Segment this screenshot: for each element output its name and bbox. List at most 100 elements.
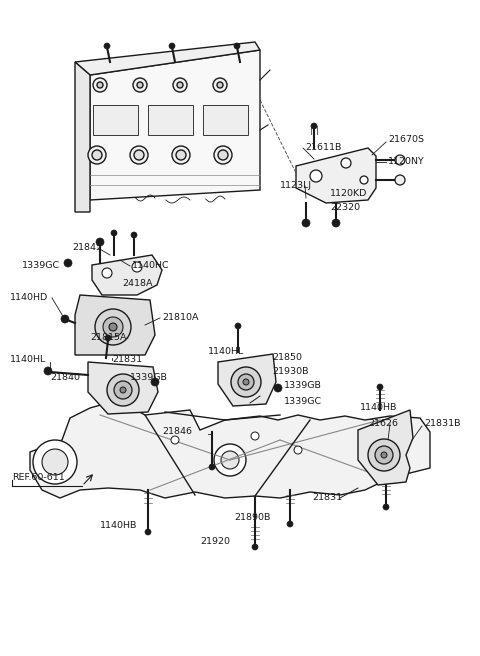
- Circle shape: [381, 452, 387, 458]
- Circle shape: [294, 446, 302, 454]
- Polygon shape: [75, 42, 260, 75]
- Circle shape: [96, 238, 104, 246]
- Circle shape: [377, 384, 383, 390]
- Polygon shape: [75, 295, 155, 355]
- Circle shape: [169, 43, 175, 49]
- Circle shape: [243, 379, 249, 385]
- Polygon shape: [218, 354, 276, 406]
- Circle shape: [287, 521, 293, 527]
- Circle shape: [105, 335, 111, 341]
- Circle shape: [173, 78, 187, 92]
- Circle shape: [218, 150, 228, 160]
- Circle shape: [360, 176, 368, 184]
- Polygon shape: [30, 400, 430, 498]
- Circle shape: [33, 440, 77, 484]
- Text: 1140HC: 1140HC: [132, 262, 169, 270]
- Circle shape: [88, 146, 106, 164]
- Text: 1123LJ: 1123LJ: [280, 182, 312, 190]
- Circle shape: [341, 158, 351, 168]
- Text: 21815A: 21815A: [90, 333, 127, 342]
- Circle shape: [238, 374, 254, 390]
- Circle shape: [213, 78, 227, 92]
- Bar: [203, 105, 248, 135]
- Circle shape: [134, 150, 144, 160]
- Text: 1339GB: 1339GB: [284, 382, 322, 390]
- Circle shape: [171, 436, 179, 444]
- Circle shape: [44, 367, 52, 375]
- Circle shape: [131, 232, 137, 238]
- Circle shape: [42, 449, 68, 475]
- Circle shape: [252, 544, 258, 550]
- Circle shape: [231, 367, 261, 397]
- Circle shape: [114, 381, 132, 399]
- Text: 21840: 21840: [50, 373, 80, 382]
- Text: 1140HD: 1140HD: [10, 293, 48, 302]
- Text: 21920: 21920: [200, 537, 230, 546]
- Circle shape: [235, 323, 241, 329]
- Circle shape: [382, 446, 398, 462]
- Text: 21670S: 21670S: [388, 136, 424, 144]
- Circle shape: [221, 451, 239, 469]
- Text: 1140HB: 1140HB: [360, 403, 397, 413]
- Circle shape: [107, 374, 139, 406]
- Circle shape: [97, 82, 103, 88]
- Text: 22320: 22320: [330, 203, 360, 211]
- Circle shape: [395, 155, 405, 165]
- Circle shape: [176, 150, 186, 160]
- Circle shape: [95, 309, 131, 345]
- Circle shape: [368, 439, 400, 471]
- Text: 21890B: 21890B: [234, 514, 270, 522]
- Text: 21845: 21845: [72, 243, 102, 253]
- Circle shape: [214, 444, 246, 476]
- Circle shape: [64, 259, 72, 267]
- Text: 21831B: 21831B: [424, 419, 460, 428]
- Circle shape: [383, 504, 389, 510]
- Circle shape: [109, 323, 117, 331]
- Circle shape: [133, 78, 147, 92]
- Polygon shape: [92, 255, 162, 295]
- Circle shape: [172, 146, 190, 164]
- Circle shape: [137, 82, 143, 88]
- Polygon shape: [296, 148, 376, 203]
- Text: 21846: 21846: [162, 428, 192, 436]
- Circle shape: [151, 378, 159, 386]
- Text: 1339GB: 1339GB: [130, 373, 168, 382]
- Circle shape: [214, 146, 232, 164]
- Polygon shape: [88, 362, 158, 414]
- Text: 1339GC: 1339GC: [22, 262, 60, 270]
- Circle shape: [132, 262, 142, 272]
- Polygon shape: [358, 410, 413, 485]
- Polygon shape: [90, 50, 260, 200]
- Text: 21831: 21831: [112, 356, 142, 365]
- Text: 21626: 21626: [368, 419, 398, 428]
- Text: 21850: 21850: [272, 354, 302, 363]
- Text: 1140HB: 1140HB: [100, 522, 137, 531]
- Text: 21810A: 21810A: [162, 314, 199, 323]
- Circle shape: [395, 175, 405, 185]
- Circle shape: [310, 170, 322, 182]
- Text: 21831: 21831: [312, 493, 342, 502]
- Bar: [148, 105, 193, 135]
- Circle shape: [177, 82, 183, 88]
- Circle shape: [111, 230, 117, 236]
- Circle shape: [375, 446, 393, 464]
- Bar: [93, 105, 138, 135]
- Circle shape: [120, 387, 126, 393]
- Circle shape: [217, 82, 223, 88]
- Circle shape: [376, 440, 404, 468]
- Circle shape: [93, 78, 107, 92]
- Circle shape: [61, 315, 69, 323]
- Circle shape: [274, 384, 282, 392]
- Circle shape: [102, 268, 112, 278]
- Circle shape: [209, 464, 215, 470]
- Text: 1120KD: 1120KD: [330, 190, 367, 199]
- Circle shape: [251, 432, 259, 440]
- Text: 2418A: 2418A: [122, 279, 153, 287]
- Text: 1339GC: 1339GC: [284, 398, 322, 407]
- Text: 1120NY: 1120NY: [388, 157, 425, 167]
- Circle shape: [302, 219, 310, 227]
- Circle shape: [103, 317, 123, 337]
- Text: 21611B: 21611B: [305, 144, 341, 152]
- Text: 21930B: 21930B: [272, 367, 309, 377]
- Text: REF.60-611: REF.60-611: [12, 474, 65, 483]
